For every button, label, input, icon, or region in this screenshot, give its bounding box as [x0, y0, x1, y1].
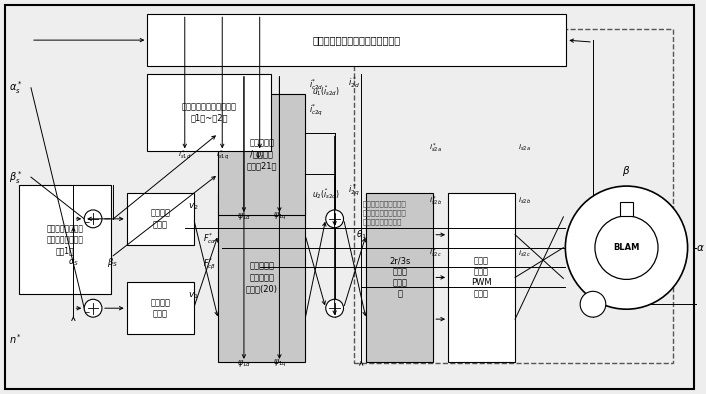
Text: 2r/3s
反矢量
坐标变
换: 2r/3s 反矢量 坐标变 换 — [389, 256, 410, 299]
Text: $i_{s2b}$: $i_{s2b}$ — [518, 196, 531, 206]
Bar — [448, 193, 515, 362]
Text: $\beta$: $\beta$ — [622, 164, 630, 178]
Text: 电流跟
踪控制
PWM
逆变器: 电流跟 踪控制 PWM 逆变器 — [471, 256, 492, 299]
Text: 振动补偿力
/振控电流
变换（21）: 振动补偿力 /振控电流 变换（21） — [246, 139, 277, 170]
Text: $i_{c2d}^{*}$: $i_{c2d}^{*}$ — [309, 77, 323, 92]
Text: $i_{s1d}^*$: $i_{s1d}^*$ — [178, 149, 191, 162]
Text: $\theta_1$: $\theta_1$ — [356, 229, 366, 241]
Text: $i_{s2c}^*$: $i_{s2c}^*$ — [429, 247, 442, 260]
Bar — [126, 282, 193, 334]
Text: $i_{s2c}$: $i_{s2c}$ — [518, 249, 531, 259]
Bar — [218, 193, 305, 362]
Text: 随机径向位
移控制系统
逆模型(20): 随机径向位 移控制系统 逆模型(20) — [246, 262, 277, 293]
Text: $i_{s1q}^*$: $i_{s1q}^*$ — [216, 148, 229, 163]
Text: $\psi_{1d}$: $\psi_{1d}$ — [237, 211, 251, 222]
Text: 随机位移
调节器: 随机位移 调节器 — [150, 209, 170, 229]
Text: $\alpha_S$: $\alpha_S$ — [68, 257, 79, 268]
Bar — [148, 74, 270, 151]
Text: $i_{s2b}^*$: $i_{s2b}^*$ — [429, 194, 442, 208]
Text: 转矩系统气隙磁链观测器
（1）~（2）: 转矩系统气隙磁链观测器 （1）~（2） — [181, 102, 237, 123]
Bar — [354, 29, 673, 363]
Text: 转子磁链定向矢量控制变频调速器: 转子磁链定向矢量控制变频调速器 — [313, 35, 401, 45]
Bar — [620, 202, 633, 216]
Text: $\beta_s^*$: $\beta_s^*$ — [9, 169, 23, 186]
Text: $u_1(\hat{\imath}_{s2d})$: $u_1(\hat{\imath}_{s2d})$ — [312, 84, 340, 98]
Bar — [126, 193, 193, 245]
Text: $u_2(\hat{\imath}_{s2q})$: $u_2(\hat{\imath}_{s2q})$ — [312, 188, 340, 202]
Ellipse shape — [580, 291, 606, 317]
Text: $\alpha_s^*$: $\alpha_s^*$ — [9, 79, 23, 96]
Ellipse shape — [325, 299, 344, 317]
Text: $\beta_S$: $\beta_S$ — [107, 256, 119, 269]
Bar — [148, 14, 566, 66]
Text: $\alpha$: $\alpha$ — [695, 243, 704, 253]
Text: $\omega_r$: $\omega_r$ — [606, 299, 619, 310]
Text: $i_{2d}^*$: $i_{2d}^*$ — [349, 75, 360, 90]
Ellipse shape — [84, 210, 102, 228]
Text: $\psi_{1q}$: $\psi_{1q}$ — [273, 211, 286, 222]
Text: $F_{c\alpha}^{*}$: $F_{c\alpha}^{*}$ — [203, 231, 216, 246]
Bar — [366, 193, 433, 362]
Text: $F_{c\beta}^{*}$: $F_{c\beta}^{*}$ — [203, 257, 216, 272]
Text: 随机位移
调节器: 随机位移 调节器 — [150, 298, 170, 318]
Text: $i_{c2q}^{*}$: $i_{c2q}^{*}$ — [309, 103, 323, 118]
Text: $i_{2q}^*$: $i_{2q}^*$ — [349, 182, 360, 198]
Ellipse shape — [84, 299, 102, 317]
Text: $\psi_r$: $\psi_r$ — [255, 150, 265, 161]
Text: $i_{s2a}$: $i_{s2a}$ — [518, 143, 531, 153]
Text: $i_{s2a}^*$: $i_{s2a}^*$ — [429, 142, 442, 155]
Text: $v_1$: $v_1$ — [188, 290, 198, 301]
Text: $n^*$: $n^*$ — [9, 332, 23, 346]
Text: $\psi_{1q}$: $\psi_{1q}$ — [273, 358, 286, 369]
Ellipse shape — [595, 216, 658, 279]
Text: $\psi_{1d}$: $\psi_{1d}$ — [237, 358, 251, 369]
Text: $v_2$: $v_2$ — [188, 202, 198, 212]
Text: −: − — [83, 308, 90, 317]
Ellipse shape — [325, 210, 344, 228]
Bar — [19, 185, 111, 294]
Text: BLAM: BLAM — [614, 243, 640, 252]
Text: 磁悬浮控制原系统，忽
略不平衡位移时兑变为
随机位移控制原系统: 磁悬浮控制原系统，忽 略不平衡位移时兑变为 随机位移控制原系统 — [362, 201, 406, 225]
Text: −: − — [83, 218, 90, 227]
Ellipse shape — [566, 186, 688, 309]
Bar — [218, 94, 305, 215]
Text: 位移分离与不平衡
振动补偿力发生器
（图1）: 位移分离与不平衡 振动补偿力发生器 （图1） — [47, 224, 83, 255]
